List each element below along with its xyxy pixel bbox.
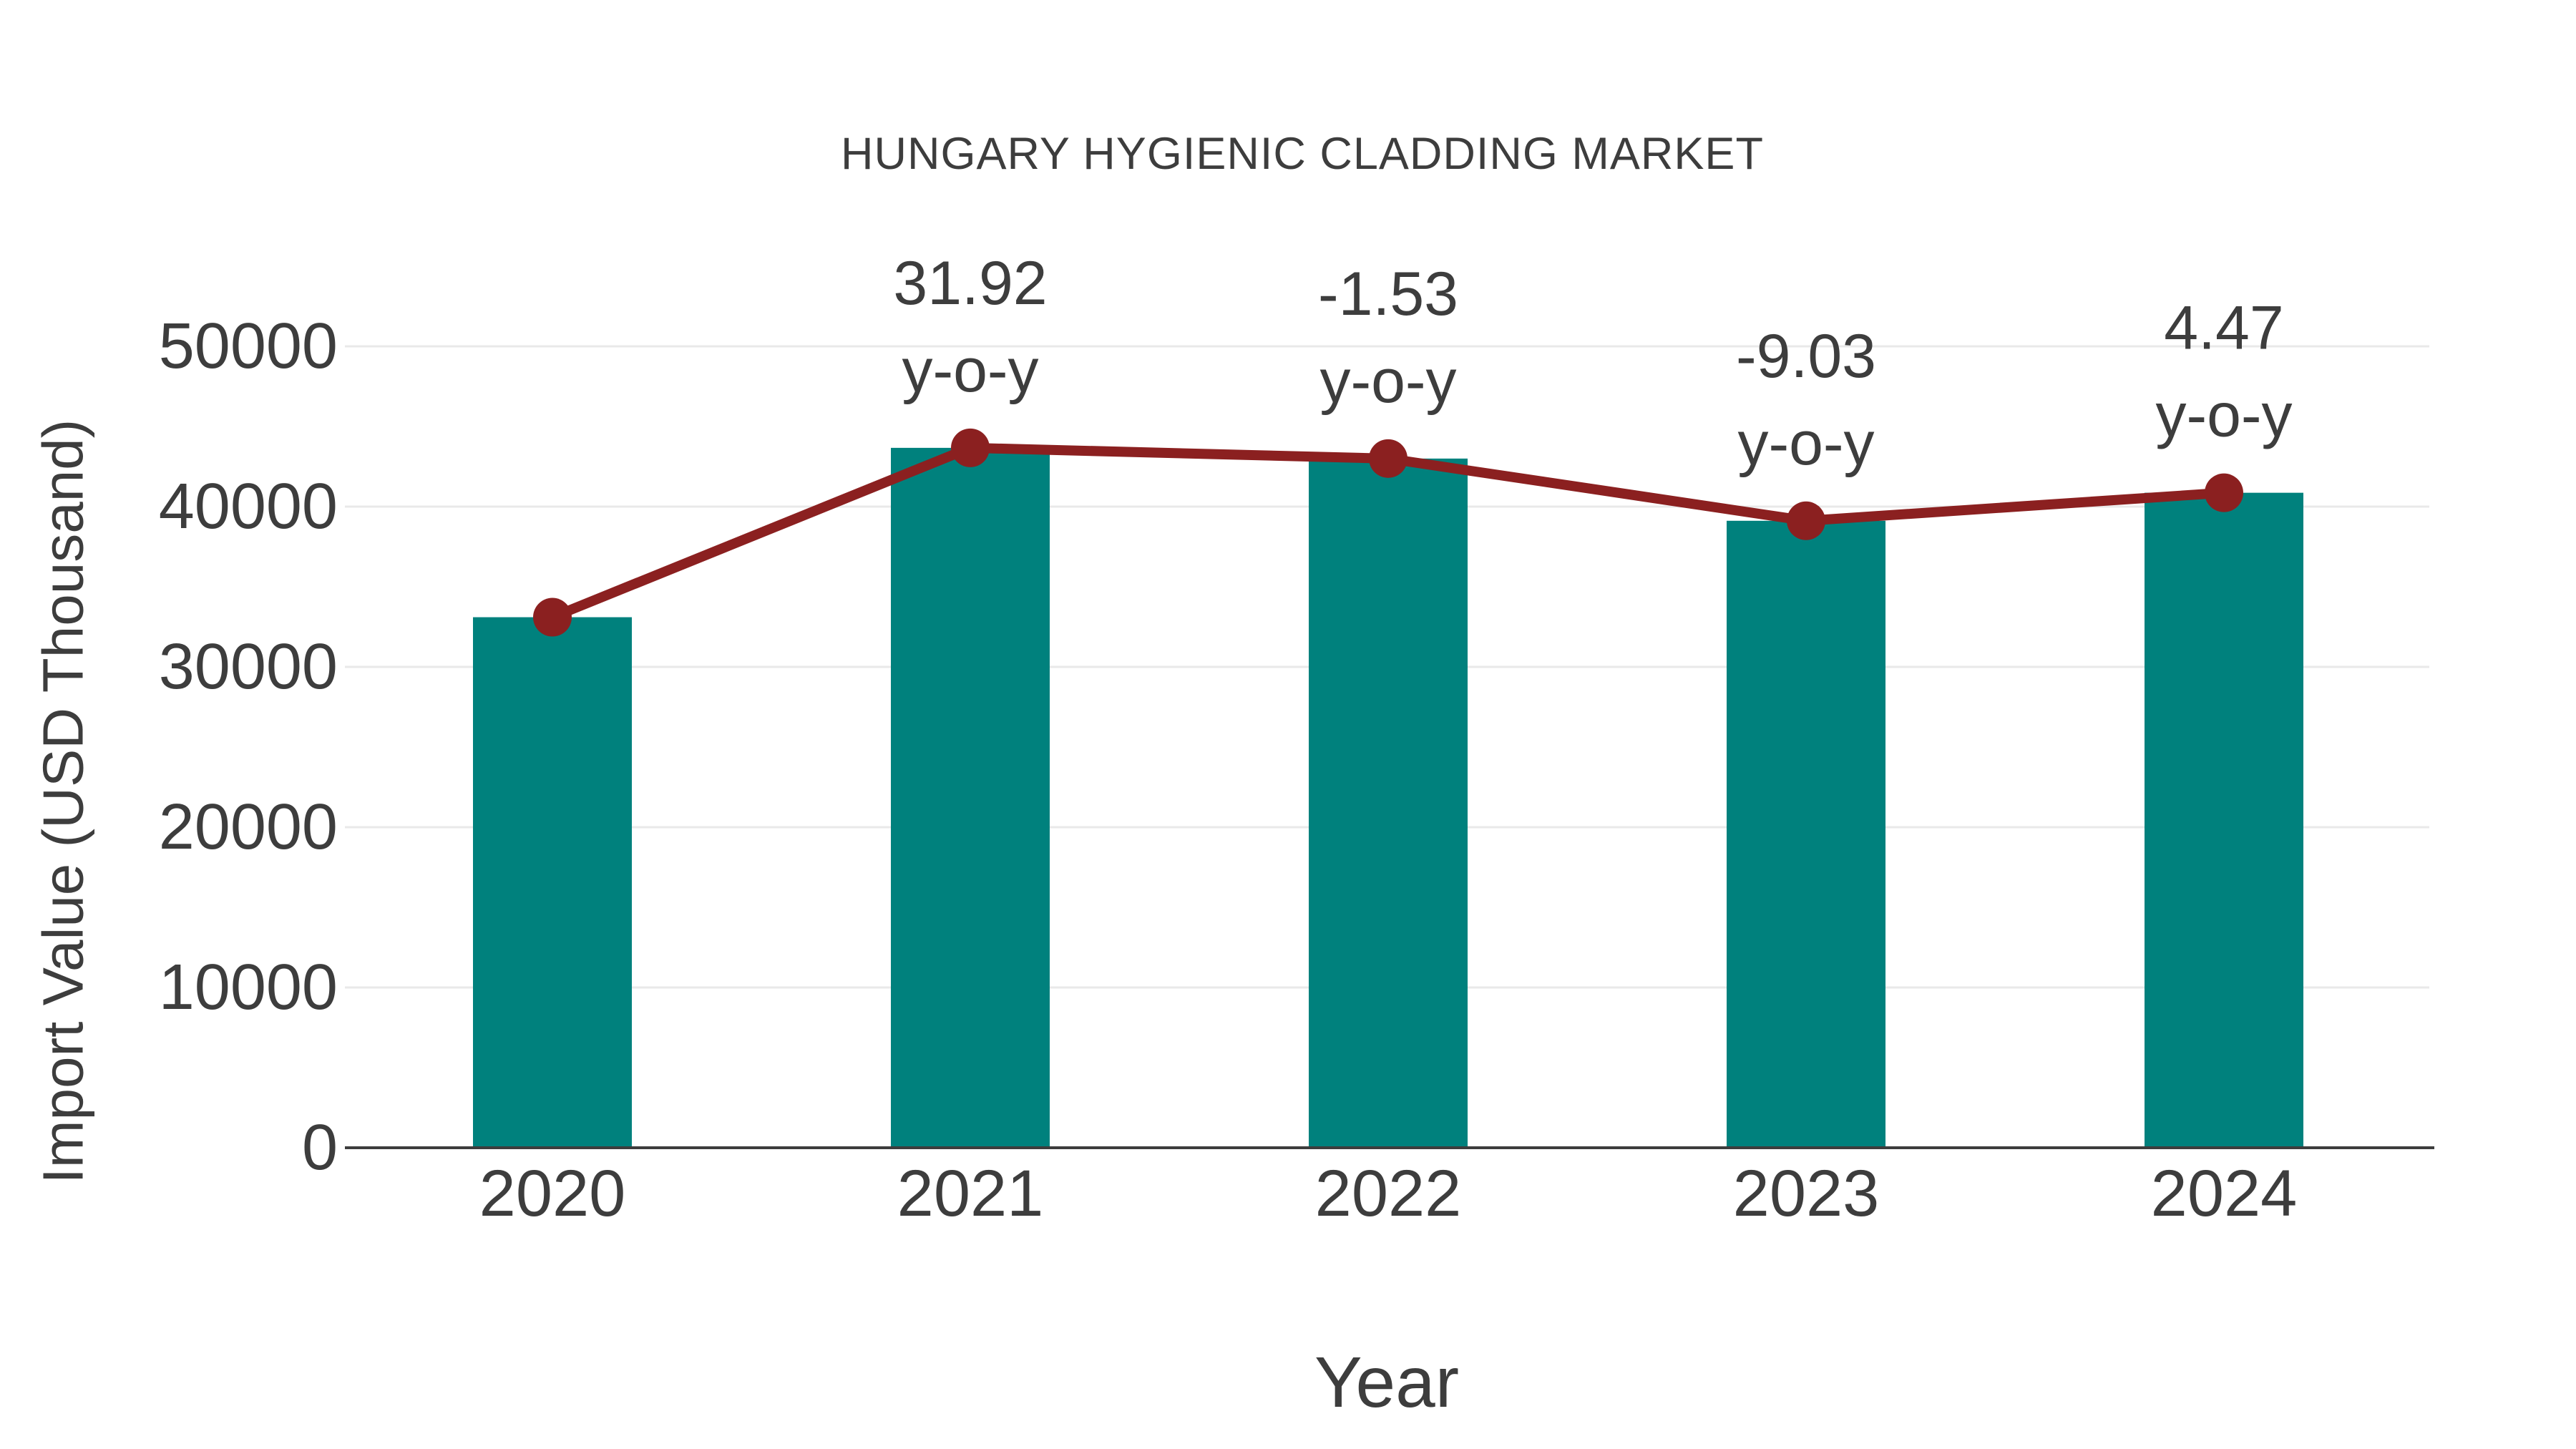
y-axis-title: Import Value (USD Thousand)	[31, 419, 95, 1184]
y-tick-label-0: 0	[302, 1112, 338, 1184]
x-tick-label-2023: 2023	[1733, 1157, 1880, 1230]
bar-2023	[1727, 520, 1885, 1148]
yoy-annotation-value-2021: 31.92	[893, 249, 1047, 318]
bars	[473, 447, 2303, 1148]
trend-marker-2021	[951, 428, 990, 467]
trend-line-group	[533, 428, 2243, 637]
bar-2024	[2145, 492, 2303, 1148]
y-tick-label-50000: 50000	[159, 311, 338, 382]
bar-2020	[473, 617, 632, 1148]
y-tick-label-40000: 40000	[159, 471, 338, 542]
x-axis-tick-labels: 2020 2021 2022 2023 2024	[479, 1157, 2298, 1230]
bar-2022	[1309, 458, 1468, 1148]
trend-marker-2022	[1369, 439, 1407, 478]
x-tick-label-2021: 2021	[897, 1157, 1044, 1230]
trend-marker-2020	[533, 597, 572, 637]
chart-title: HUNGARY HYGIENIC CLADDING MARKET	[841, 129, 1764, 179]
x-axis-title: Year	[1314, 1342, 1459, 1423]
yoy-annotation-suffix-2021: y-o-y	[902, 336, 1038, 405]
x-tick-label-2020: 2020	[479, 1157, 626, 1230]
yoy-annotations: 31.92 y-o-y -1.53 y-o-y -9.03 y-o-y 4.47 y-o-y	[893, 249, 2292, 478]
x-tick-label-2022: 2022	[1315, 1157, 1462, 1230]
yoy-annotation-suffix-2022: y-o-y	[1319, 347, 1456, 416]
trend-marker-2023	[1787, 501, 1825, 540]
yoy-annotation-value-2023: -9.03	[1736, 322, 1876, 391]
y-tick-label-10000: 10000	[159, 952, 338, 1023]
y-axis-tick-labels: 0 10000 20000 30000 40000 50000	[159, 311, 338, 1184]
bar-2021	[891, 447, 1050, 1148]
yoy-annotation-suffix-2023: y-o-y	[1737, 409, 1874, 478]
yoy-annotation-value-2024: 4.47	[2164, 294, 2283, 363]
y-tick-label-30000: 30000	[159, 631, 338, 703]
x-tick-label-2024: 2024	[2151, 1157, 2298, 1230]
yoy-annotation-suffix-2024: y-o-y	[2155, 381, 2292, 450]
trend-marker-2024	[2205, 473, 2243, 512]
y-tick-label-20000: 20000	[159, 791, 338, 863]
yoy-annotation-value-2022: -1.53	[1318, 260, 1458, 328]
